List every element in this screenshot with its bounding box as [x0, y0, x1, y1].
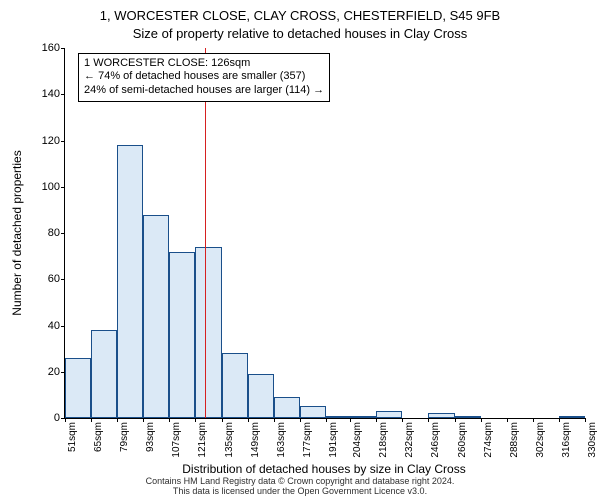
- histogram-bar: [455, 416, 481, 418]
- histogram-bar: [350, 416, 376, 418]
- histogram-bar: [169, 252, 195, 419]
- chart-subtitle: Size of property relative to detached ho…: [0, 26, 600, 41]
- y-tick-label: 40: [12, 320, 60, 332]
- y-tick-label: 120: [12, 135, 60, 147]
- x-tick-mark: [455, 418, 456, 422]
- x-tick-label: 288sqm: [509, 422, 520, 462]
- y-tick-mark: [61, 48, 65, 49]
- x-tick-label: 330sqm: [587, 422, 598, 462]
- histogram-bar: [248, 374, 274, 418]
- x-tick-label: 232sqm: [404, 422, 415, 462]
- y-tick-label: 80: [12, 227, 60, 239]
- histogram-bar: [274, 397, 300, 418]
- annotation-line-1: 1 WORCESTER CLOSE: 126sqm: [84, 57, 324, 71]
- annotation-line-2: ← 74% of detached houses are smaller (35…: [84, 70, 324, 84]
- y-tick-label: 60: [12, 273, 60, 285]
- x-tick-label: 274sqm: [483, 422, 494, 462]
- histogram-bar: [222, 353, 248, 418]
- x-tick-mark: [559, 418, 560, 422]
- x-tick-label: 191sqm: [328, 422, 339, 462]
- x-tick-mark: [507, 418, 508, 422]
- y-tick-label: 20: [12, 366, 60, 378]
- y-tick-mark: [61, 141, 65, 142]
- x-tick-mark: [350, 418, 351, 422]
- chart-address-title: 1, WORCESTER CLOSE, CLAY CROSS, CHESTERF…: [0, 8, 600, 23]
- x-tick-label: 107sqm: [171, 422, 182, 462]
- x-tick-mark: [481, 418, 482, 422]
- x-tick-mark: [533, 418, 534, 422]
- x-tick-mark: [585, 418, 586, 422]
- x-tick-label: 121sqm: [197, 422, 208, 462]
- x-tick-mark: [300, 418, 301, 422]
- y-tick-mark: [61, 233, 65, 234]
- y-tick-label: 100: [12, 181, 60, 193]
- x-tick-mark: [65, 418, 66, 422]
- x-tick-label: 260sqm: [457, 422, 468, 462]
- histogram-bar: [143, 215, 169, 419]
- figure-root: 1, WORCESTER CLOSE, CLAY CROSS, CHESTERF…: [0, 0, 600, 500]
- histogram-bar: [117, 145, 143, 418]
- annotation-box: 1 WORCESTER CLOSE: 126sqm ← 74% of detac…: [78, 53, 330, 102]
- histogram-bar: [428, 413, 454, 418]
- histogram-bar: [65, 358, 91, 418]
- property-size-marker-line: [205, 48, 206, 418]
- y-tick-label: 160: [12, 42, 60, 54]
- x-tick-label: 79sqm: [119, 422, 130, 462]
- histogram-bar: [559, 416, 585, 418]
- x-tick-label: 302sqm: [535, 422, 546, 462]
- annotation-line-3: 24% of semi-detached houses are larger (…: [84, 84, 324, 98]
- footer-attribution: Contains HM Land Registry data © Crown c…: [0, 476, 600, 496]
- x-tick-mark: [274, 418, 275, 422]
- x-tick-label: 93sqm: [145, 422, 156, 462]
- histogram-bar: [376, 411, 402, 418]
- x-tick-mark: [248, 418, 249, 422]
- x-tick-mark: [222, 418, 223, 422]
- histogram-bar: [300, 406, 326, 418]
- x-tick-label: 149sqm: [250, 422, 261, 462]
- x-tick-label: 316sqm: [561, 422, 572, 462]
- x-tick-label: 218sqm: [378, 422, 389, 462]
- histogram-bar: [91, 330, 117, 418]
- x-axis-label: Distribution of detached houses by size …: [64, 462, 584, 476]
- x-tick-label: 163sqm: [276, 422, 287, 462]
- x-tick-label: 65sqm: [93, 422, 104, 462]
- histogram-bar: [195, 247, 221, 418]
- histogram-bar: [326, 416, 350, 418]
- y-tick-mark: [61, 187, 65, 188]
- x-tick-label: 135sqm: [224, 422, 235, 462]
- y-tick-label: 140: [12, 88, 60, 100]
- x-tick-label: 51sqm: [67, 422, 78, 462]
- x-tick-label: 204sqm: [352, 422, 363, 462]
- histogram-plot-area: 1 WORCESTER CLOSE: 126sqm ← 74% of detac…: [64, 48, 585, 419]
- x-tick-label: 177sqm: [302, 422, 313, 462]
- y-tick-mark: [61, 94, 65, 95]
- y-tick-label: 0: [12, 412, 60, 424]
- y-tick-mark: [61, 279, 65, 280]
- x-tick-mark: [91, 418, 92, 422]
- x-tick-mark: [326, 418, 327, 422]
- y-tick-mark: [61, 326, 65, 327]
- x-tick-label: 246sqm: [430, 422, 441, 462]
